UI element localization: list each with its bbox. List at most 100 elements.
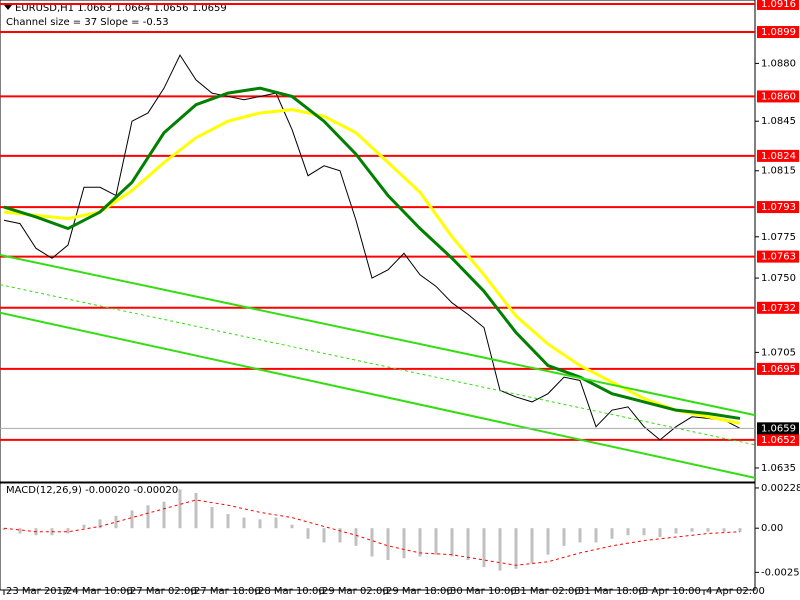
macd-bar [386,528,390,560]
macd-bar [306,528,310,539]
x-tick-label: 4 Apr 02:00 [706,586,765,597]
macd-bar [562,528,566,546]
y-tick-label: 1.0705 [761,347,796,358]
x-tick-label: 23 Mar 2017 [6,586,69,597]
macd-bar [722,528,726,532]
x-tick-label: 30 Mar 10:00 [450,586,517,597]
y-tick-label: 1.0775 [761,232,796,243]
x-tick-label: 28 Mar 10:00 [258,586,325,597]
level-label: 1.0860 [761,91,796,102]
macd-bar [18,528,22,534]
level-label: 1.0763 [761,252,796,263]
macd-bar [594,528,598,543]
macd-bar [370,528,374,557]
macd-bar [322,528,326,543]
macd-bar [226,514,230,529]
macd-bar [338,528,342,543]
x-tick-label: 27 Mar 02:00 [130,586,197,597]
series-line [3,108,741,425]
current-price-label: 1.0659 [761,423,796,434]
macd-bar [546,528,550,555]
x-tick-label: 29 Mar 02:00 [322,586,389,597]
macd-bar [162,501,166,529]
macd-bar [242,517,246,529]
macd-bar [434,528,438,555]
y-tick-label: 1.0635 [761,463,796,474]
chart-subtitle: Channel size = 37 Slope = -0.53 [6,17,169,28]
macd-pane [0,482,756,591]
level-label: 1.0793 [761,202,796,213]
series-line [3,86,741,420]
series-line [0,311,756,479]
macd-bar [626,528,630,536]
series-line [0,253,756,417]
macd-bar [610,528,614,539]
level-label: 1.0695 [761,364,796,375]
macd-bar [738,528,742,532]
level-label-box [757,362,799,375]
y-tick-label: 1.0845 [761,116,796,127]
x-tick-label: 3 Apr 10:00 [642,586,701,597]
level-label: 1.0916 [761,0,796,10]
macd-bar [114,515,118,529]
level-label-box [757,90,799,103]
macd-bar [498,528,502,571]
macd-bar [194,492,198,529]
macd-bar [402,528,406,559]
macd-bar [450,528,454,557]
macd-bar [210,507,214,529]
macd-bar [674,528,678,534]
level-label: 1.0899 [761,27,796,38]
macd-bar [274,517,278,529]
macd-bar [66,528,70,534]
macd-bar [530,528,534,564]
x-tick-label: 24 Mar 10:00 [66,586,133,597]
current-price-box [757,422,799,435]
macd-bar [418,528,422,557]
y-tick-label: 0.00228 [761,483,800,494]
macd-bar [514,528,518,569]
macd-bar [354,528,358,546]
level-label-box [757,26,799,39]
y-tick-label: 1.0750 [761,273,796,284]
level-label: 1.0824 [761,151,796,162]
macd-bar [690,528,694,532]
y-tick-label: 1.0880 [761,58,796,69]
x-tick-label: 31 Mar 18:00 [578,586,645,597]
chart-title: EURUSD,H1 1.0663 1.0664 1.0656 1.0659 [15,3,227,14]
x-tick-label: 29 Mar 18:00 [386,586,453,597]
series-line [3,54,741,441]
macd-bar [466,528,470,560]
macd-bar [98,519,102,529]
macd-bar [146,505,150,529]
menu-arrow[interactable] [4,5,12,10]
macd-bar [290,524,294,529]
level-label-box [757,149,799,162]
level-label-box [757,201,799,214]
level-label: 1.0652 [761,435,796,446]
macd-bar [2,528,6,530]
macd-bar [642,528,646,536]
y-tick-label: 0.00 [761,523,783,534]
macd-bar [658,528,662,538]
macd-bar [258,519,262,529]
macd-bar [178,489,182,529]
main-pane [0,0,756,483]
y-tick-label: 1.0815 [761,166,796,177]
x-tick-label: 31 Mar 02:00 [514,586,581,597]
macd-title: MACD(12,26,9) -0.00020 -0.00020 [6,485,178,496]
level-label-box [757,301,799,314]
macd-bar [130,510,134,529]
level-label-box [757,0,799,10]
macd-bar [578,528,582,543]
y-tick-label: -0.0025 [761,567,800,578]
macd-bar [82,524,86,529]
series-line [0,284,756,446]
level-label-box [757,250,799,263]
x-tick-label: 27 Mar 18:00 [194,586,261,597]
macd-bar [706,528,710,532]
macd-bar [482,528,486,568]
level-label-box [757,433,799,446]
level-label: 1.0732 [761,303,796,314]
